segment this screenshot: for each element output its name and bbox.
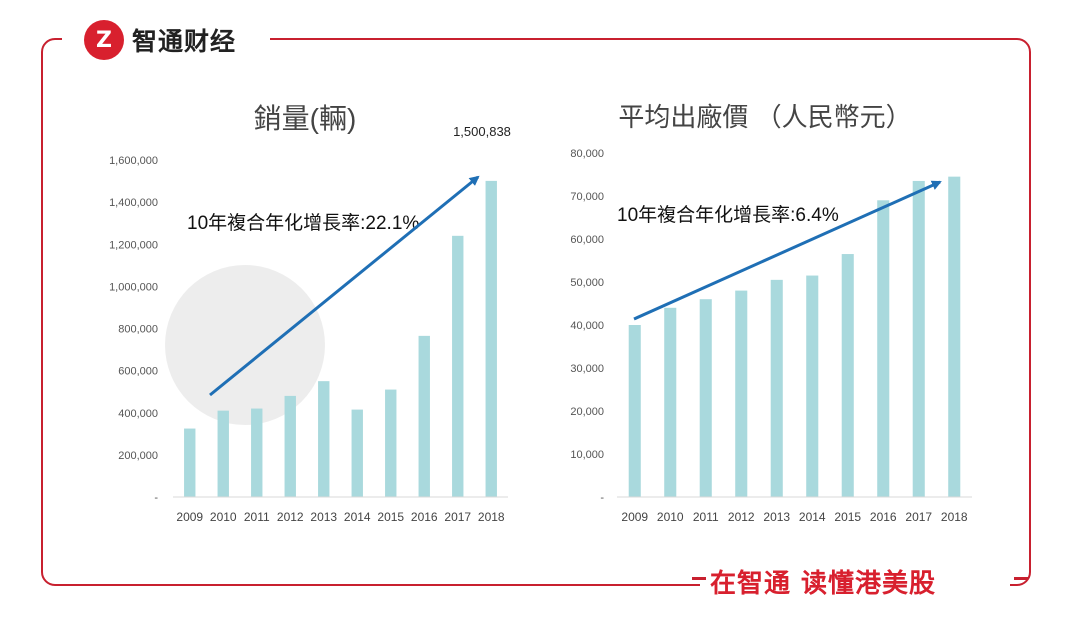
logo-mark-icon: Z — [84, 20, 124, 60]
x-tick-label: 2012 — [277, 510, 304, 524]
bar — [284, 395, 296, 497]
sales-chart: 銷量(輛) - 200,000 400,000 600,000 800,000 1,000,… — [109, 103, 511, 524]
y-tick-label: 80,000 — [570, 148, 604, 160]
slogan-dash-right — [1014, 577, 1028, 580]
frame-bottom-gap — [700, 572, 1010, 600]
y-tick-label: 1,600,000 — [109, 155, 158, 167]
y-tick-label: 1,000,000 — [109, 281, 158, 293]
bar — [318, 381, 330, 497]
x-tick-label: 2014 — [344, 510, 371, 524]
bar — [948, 176, 961, 497]
y-tick-label: 30,000 — [570, 363, 604, 375]
price-chart: 平均出廠價 （人民幣元） - 10,000 20,000 30,000 40,000 50,… — [570, 102, 972, 524]
x-tick-label: 2011 — [244, 510, 270, 524]
x-tick-label: 2014 — [799, 510, 826, 524]
x-tick-label: 2018 — [478, 510, 505, 524]
slogan: 在智通 读懂港美股 — [710, 569, 937, 599]
bar — [699, 299, 712, 497]
bar — [351, 409, 363, 497]
bar — [485, 180, 497, 498]
bar — [912, 180, 925, 497]
bar — [770, 279, 783, 497]
brand-logo: Z 智通财经 — [84, 20, 236, 60]
y-tick-label: 1,200,000 — [109, 239, 158, 251]
watermark — [165, 265, 325, 425]
y-tick-label: 400,000 — [118, 408, 158, 420]
slogan-dash-left — [692, 577, 706, 580]
x-tick-label: 2010 — [657, 510, 684, 524]
y-tick-label: - — [154, 492, 158, 504]
y-tick-label: 60,000 — [570, 234, 604, 246]
content-frame — [41, 38, 1031, 586]
y-tick-label: - — [600, 492, 604, 504]
x-tick-label: 2010 — [210, 510, 237, 524]
bar — [385, 389, 397, 497]
bar — [735, 290, 748, 497]
x-tick-label: 2018 — [941, 510, 968, 524]
x-tick-label: 2013 — [763, 510, 790, 524]
x-tick-label: 2011 — [693, 510, 719, 524]
bar — [841, 254, 854, 497]
y-tick-label: 600,000 — [118, 366, 158, 378]
chart-title: 平均出廠價 （人民幣元） — [618, 102, 911, 132]
y-tick-label: 800,000 — [118, 324, 158, 336]
bar — [664, 307, 677, 497]
trend-arrow — [633, 180, 942, 321]
chart-title: 銷量(輛) — [254, 103, 357, 134]
x-tick-label: 2015 — [377, 510, 404, 524]
bar — [418, 335, 430, 497]
y-tick-label: 200,000 — [118, 450, 158, 462]
bar — [217, 410, 229, 497]
y-tick-label: 40,000 — [570, 320, 604, 332]
bar — [806, 275, 819, 497]
x-tick-label: 2015 — [834, 510, 861, 524]
x-tick-label: 2013 — [310, 510, 337, 524]
x-tick-label: 2016 — [411, 510, 438, 524]
y-tick-label: 70,000 — [570, 191, 604, 203]
bar — [452, 235, 464, 497]
cagr-annotation: 10年複合年化增長率:22.1% — [187, 212, 419, 234]
x-tick-label: 2016 — [870, 510, 897, 524]
y-tick-label: 50,000 — [570, 277, 604, 289]
x-tick-label: 2017 — [905, 510, 932, 524]
y-tick-label: 10,000 — [570, 449, 604, 461]
x-tick-label: 2012 — [728, 510, 755, 524]
y-tick-label: 20,000 — [570, 406, 604, 418]
x-tick-label: 2017 — [444, 510, 471, 524]
trend-arrow — [209, 175, 480, 397]
bar — [184, 428, 196, 497]
bar — [251, 408, 263, 497]
bar — [877, 200, 890, 498]
y-tick-label: 1,400,000 — [109, 197, 158, 209]
cagr-annotation: 10年複合年化增長率:6.4% — [617, 204, 839, 226]
x-tick-label: 2009 — [621, 510, 648, 524]
bar — [628, 325, 641, 497]
data-label: 1,500,838 — [453, 124, 511, 139]
x-tick-label: 2009 — [176, 510, 203, 524]
logo-text: 智通财经 — [132, 27, 237, 56]
